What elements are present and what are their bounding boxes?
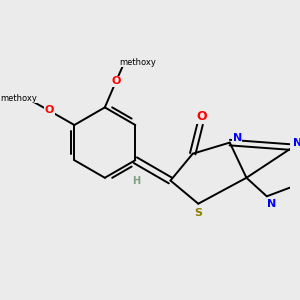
Text: O: O xyxy=(111,76,121,86)
Text: O: O xyxy=(45,105,54,115)
Text: N: N xyxy=(293,138,300,148)
Text: N: N xyxy=(232,133,242,143)
Text: S: S xyxy=(194,208,202,218)
Text: methoxy: methoxy xyxy=(0,94,37,103)
Text: H: H xyxy=(132,176,140,187)
Text: N: N xyxy=(267,199,276,209)
Text: methoxy: methoxy xyxy=(119,58,156,67)
Text: O: O xyxy=(197,110,207,123)
